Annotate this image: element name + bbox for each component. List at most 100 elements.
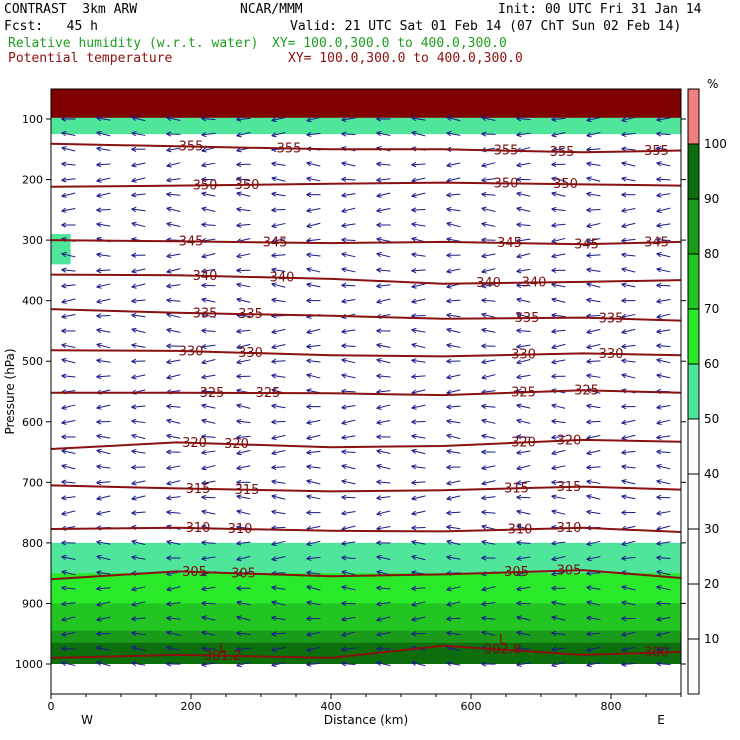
wind-arrow: [586, 116, 601, 123]
wind-arrow: [586, 297, 601, 303]
wind-arrow: [131, 448, 146, 455]
wind-arrow: [236, 161, 251, 168]
wind-arrow: [481, 374, 496, 380]
wind-arrow: [201, 646, 216, 652]
theta-contour-330: [51, 349, 681, 358]
wind-arrow: [376, 252, 391, 258]
wind-arrow: [516, 464, 531, 471]
wind-arrow: [271, 615, 286, 621]
wind-arrow: [131, 131, 146, 137]
wind-arrow: [551, 161, 566, 168]
wind-arrow: [516, 328, 531, 334]
wind-arrow: [481, 601, 496, 607]
wind-arrow: [201, 494, 216, 500]
wind-arrow: [551, 237, 566, 244]
wind-arrow: [551, 479, 566, 485]
wind-arrow: [516, 661, 531, 668]
rh-region-50: [51, 234, 71, 265]
theta-label-350: 350: [553, 177, 578, 192]
wind-arrow: [481, 237, 496, 243]
theta-label-335: 335: [193, 306, 218, 321]
wind-arrow: [586, 479, 601, 485]
colorbar-segment: [688, 89, 699, 144]
wind-arrow: [96, 645, 111, 651]
wind-arrow: [586, 434, 601, 441]
theta-label-345: 345: [574, 237, 599, 252]
wind-arrow: [551, 282, 566, 288]
wind-arrow: [96, 298, 111, 304]
wind-arrow: [341, 616, 356, 622]
wind-arrow: [516, 540, 531, 546]
theta-label-305: 305: [231, 566, 256, 581]
wind-arrow: [96, 554, 111, 561]
wind-arrow: [411, 660, 426, 667]
wind-arrow: [376, 131, 391, 137]
wind-arrow: [411, 177, 426, 183]
wind-arrow: [201, 586, 216, 592]
wind-arrow: [551, 571, 566, 577]
rh-region-100: [51, 89, 681, 119]
wind-arrow: [446, 660, 461, 667]
wind-arrow: [61, 373, 76, 379]
wind-arrow: [271, 403, 286, 409]
wind-arrow: [306, 222, 321, 229]
wind-arrow: [306, 585, 321, 591]
wind-arrow: [61, 554, 76, 561]
wind-arrow: [166, 418, 181, 424]
wind-arrow: [131, 539, 146, 546]
wind-arrow: [61, 646, 76, 652]
wind-arrow: [341, 555, 356, 561]
wind-arrow: [96, 267, 111, 274]
wind-arrow: [201, 176, 216, 183]
wind-arrow: [586, 585, 601, 591]
wind-arrow: [551, 646, 566, 652]
wind-arrow: [481, 115, 496, 121]
wind-arrow: [481, 480, 496, 486]
wind-arrow: [656, 161, 671, 167]
colorbar-segment: [688, 254, 699, 309]
wind-arrow: [516, 222, 531, 228]
wind-arrow: [516, 434, 531, 440]
wind-arrow: [621, 419, 636, 425]
theta-label-300: 300: [644, 646, 669, 661]
wind-arrow: [96, 358, 111, 364]
wind-arrow: [131, 252, 146, 258]
colorbar-label: 60: [704, 357, 719, 371]
wind-arrow: [586, 450, 601, 456]
wind-arrow: [341, 222, 356, 228]
wind-arrow: [656, 434, 671, 440]
wind-arrow: [481, 465, 496, 471]
wind-arrow: [341, 419, 356, 425]
wind-arrow: [586, 267, 601, 273]
wind-arrow: [166, 221, 181, 227]
wind-arrow: [481, 495, 496, 501]
wind-arrow: [306, 646, 321, 653]
wind-arrow: [446, 298, 461, 304]
wind-arrow: [236, 509, 251, 515]
colorbar-label: 80: [704, 247, 719, 261]
wind-arrow: [166, 555, 181, 561]
wind-arrow: [341, 343, 356, 349]
wind-arrow: [411, 115, 426, 122]
wind-arrow: [656, 585, 671, 591]
wind-arrow: [201, 615, 216, 621]
theta-label-315: 315: [504, 481, 529, 496]
wind-arrow: [61, 252, 76, 258]
wind-arrow: [446, 252, 461, 258]
wind-arrow: [376, 192, 391, 198]
wind-arrow: [341, 373, 356, 379]
wind-arrow: [516, 268, 531, 274]
wind-arrow: [166, 374, 181, 380]
wind-arrow: [481, 177, 496, 183]
theta-contour-315: [51, 484, 681, 493]
wind-arrow: [341, 434, 356, 440]
wind-arrow: [201, 343, 216, 350]
theta-label-340: 340: [476, 276, 501, 291]
wind-arrow: [201, 147, 216, 153]
wind-arrow: [446, 464, 461, 470]
wind-arrow: [656, 358, 671, 364]
wind-arrow: [306, 404, 321, 410]
theta-label-340: 340: [193, 269, 218, 284]
wind-arrow: [201, 222, 216, 228]
wind-arrow: [96, 616, 111, 622]
